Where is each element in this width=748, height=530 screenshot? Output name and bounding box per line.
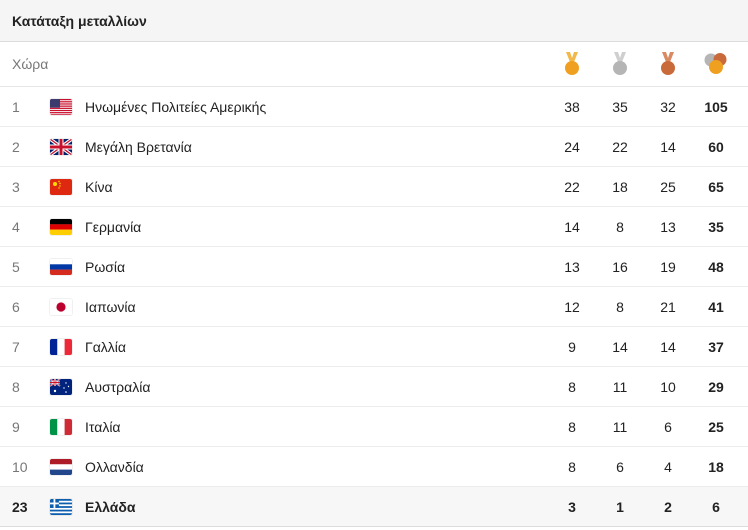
total-count: 41 [708,298,724,315]
usa-flag-icon [50,98,72,115]
bronze-count: 19 [660,258,676,275]
rank: 10 [12,458,28,475]
rank: 6 [12,298,20,315]
bronze-count: 13 [660,218,676,235]
silver-count: 11 [612,378,628,395]
silver-count: 8 [616,218,624,235]
table-row[interactable]: 7 Γαλλία 9 14 14 37 [0,327,748,367]
table-row[interactable]: 9 Ιταλία 8 11 6 25 [0,407,748,447]
gold-count: 9 [568,338,576,355]
rank: 7 [12,338,20,355]
total-count: 25 [708,418,724,435]
table-row[interactable]: 8 Αυστραλία 8 11 10 29 [0,367,748,407]
rank: 1 [12,98,20,115]
total-count: 6 [712,498,720,515]
gold-count: 12 [564,298,580,315]
table-row[interactable]: 2 Μεγάλη Βρετανία 24 22 14 60 [0,127,748,167]
italy-flag-icon [50,418,72,435]
gold-count: 14 [564,218,580,235]
table-row[interactable]: 3 Κίνα 22 18 25 65 [0,167,748,207]
russia-flag-icon [50,258,72,275]
country-name: Αυστραλία [85,378,151,395]
medal-table-header: Κατάταξη μεταλλίων [0,0,748,42]
country-name: Γερμανία [85,218,142,235]
total-count: 18 [708,458,724,475]
table-row[interactable]: 6 Ιαπωνία 12 8 21 41 [0,287,748,327]
total-count: 65 [708,178,724,195]
rank: 3 [12,178,20,195]
silver-count: 22 [612,138,628,155]
bronze-count: 14 [660,138,676,155]
country-name: Ρωσία [85,258,126,275]
silver-count: 1 [616,498,624,515]
bronze-count: 25 [660,178,676,195]
japan-flag-icon [50,298,72,315]
gold-count: 24 [564,138,580,155]
gold-count: 22 [564,178,580,195]
rank: 8 [12,378,20,395]
country-name: Γαλλία [85,338,127,355]
rank: 9 [12,418,20,435]
table-row[interactable]: 5 Ρωσία 13 16 19 48 [0,247,748,287]
rank: 4 [12,218,20,235]
table-row[interactable]: 4 Γερμανία 14 8 13 35 [0,207,748,247]
medal-table-body: 1 Ηνωμένες Πολιτείες Αμερικής 38 35 32 105 2 Με… [0,87,748,527]
france-flag-icon [50,338,72,355]
table-row[interactable]: 10 Ολλανδία 8 6 4 18 [0,447,748,487]
bronze-count: 6 [664,418,672,435]
silver-count: 11 [612,418,628,435]
total-count: 29 [708,378,724,395]
total-count: 60 [708,138,724,155]
silver-count: 18 [612,178,628,195]
country-name: Ηνωμένες Πολιτείες Αμερικής [85,98,267,115]
netherlands-flag-icon [50,458,72,475]
country-column-header: Χώρα [12,56,49,72]
silver-count: 35 [612,98,628,115]
total-count: 48 [708,258,724,275]
gold-count: 8 [568,418,576,435]
column-header-row: Χώρα [0,42,748,87]
silver-count: 6 [616,458,624,475]
total-count: 35 [708,218,724,235]
rank: 2 [12,138,20,155]
greece-flag-icon [50,498,72,515]
silver-medal-icon [596,51,644,77]
table-row[interactable]: 1 Ηνωμένες Πολιτείες Αμερικής 38 35 32 105 [0,87,748,127]
bronze-count: 2 [664,498,672,515]
gold-count: 13 [564,258,580,275]
country-name: Κίνα [85,178,113,195]
table-row[interactable]: 23 Ελλάδα 3 1 2 6 [0,487,748,527]
bronze-count: 21 [660,298,676,315]
uk-flag-icon [50,138,72,155]
gold-count: 38 [564,98,580,115]
germany-flag-icon [50,218,72,235]
page-title: Κατάταξη μεταλλίων [12,12,147,29]
total-count: 105 [704,98,728,115]
gold-count: 8 [568,458,576,475]
bronze-count: 14 [660,338,676,355]
country-name: Ιαπωνία [85,298,136,315]
country-name: Ολλανδία [85,458,144,475]
bronze-count: 4 [664,458,672,475]
gold-medal-icon [548,51,596,77]
total-medals-icon [692,51,740,77]
bronze-count: 10 [660,378,676,395]
bronze-count: 32 [660,98,676,115]
rank: 23 [12,498,28,515]
total-count: 37 [708,338,724,355]
silver-count: 14 [612,338,628,355]
bronze-medal-icon [644,51,692,77]
rank: 5 [12,258,20,275]
country-name: Μεγάλη Βρετανία [85,138,192,155]
silver-count: 8 [616,298,624,315]
gold-count: 8 [568,378,576,395]
country-name: Ιταλία [85,418,121,435]
australia-flag-icon [50,378,72,395]
gold-count: 3 [568,498,576,515]
silver-count: 16 [612,258,628,275]
country-name: Ελλάδα [85,498,136,515]
china-flag-icon [50,178,72,195]
